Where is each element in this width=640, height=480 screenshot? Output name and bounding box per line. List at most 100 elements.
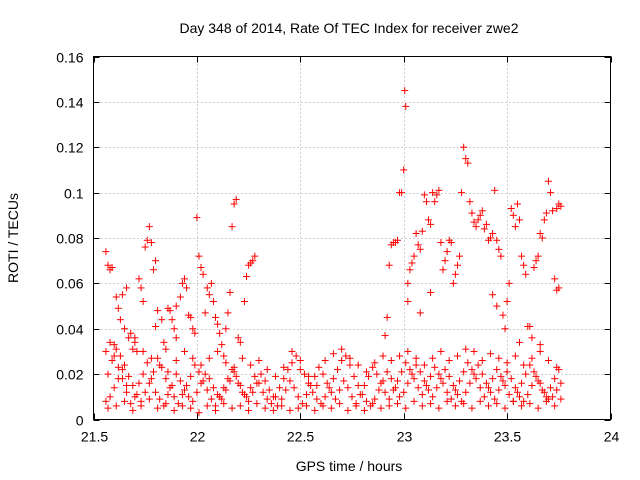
data-point <box>495 386 503 394</box>
data-point <box>520 361 528 369</box>
data-point <box>518 402 526 410</box>
data-point <box>528 381 536 389</box>
data-point <box>170 393 178 401</box>
data-point <box>319 402 327 410</box>
data-point <box>484 384 492 392</box>
data-point <box>431 363 439 371</box>
data-point <box>470 370 478 378</box>
data-point <box>247 361 255 369</box>
data-point <box>338 357 346 365</box>
data-point <box>172 302 180 310</box>
data-point <box>164 368 172 376</box>
data-point <box>487 234 495 242</box>
data-point <box>152 257 160 265</box>
data-point <box>511 352 519 360</box>
data-point <box>249 257 257 265</box>
data-point <box>362 368 370 376</box>
data-point <box>313 395 321 403</box>
data-point <box>443 248 451 256</box>
data-point <box>214 347 222 355</box>
data-point <box>298 400 306 408</box>
data-point <box>437 239 445 247</box>
data-point <box>327 388 335 396</box>
data-point <box>383 368 391 376</box>
data-point <box>396 393 404 401</box>
data-point <box>187 404 195 412</box>
data-point <box>247 384 255 392</box>
data-point <box>269 393 277 401</box>
data-point <box>499 377 507 385</box>
data-point <box>381 332 389 340</box>
data-point <box>139 347 147 355</box>
data-point <box>491 186 499 194</box>
data-point <box>538 386 546 394</box>
data-point <box>261 404 269 412</box>
data-point <box>127 329 135 337</box>
data-point <box>334 366 342 374</box>
data-point <box>174 400 182 408</box>
data-point <box>356 391 364 399</box>
data-point <box>425 216 433 224</box>
data-point <box>470 347 478 355</box>
data-point <box>439 266 447 274</box>
data-point <box>373 370 381 378</box>
data-point <box>286 406 294 414</box>
data-point <box>116 352 124 360</box>
data-point <box>534 252 542 260</box>
data-point <box>209 298 217 306</box>
data-point <box>154 404 162 412</box>
data-point <box>307 381 315 389</box>
data-point <box>383 313 391 321</box>
data-point <box>224 309 232 317</box>
data-point <box>476 384 484 392</box>
data-point <box>478 207 486 215</box>
data-point <box>311 372 319 380</box>
data-point <box>408 370 416 378</box>
data-point <box>205 375 213 383</box>
data-point <box>404 379 412 387</box>
data-point <box>377 404 385 412</box>
data-point <box>327 404 335 412</box>
y-tick-label: 0.16 <box>56 50 83 66</box>
data-point <box>379 352 387 360</box>
data-point <box>509 211 517 219</box>
data-point <box>309 388 317 396</box>
data-point <box>360 406 368 414</box>
data-point <box>263 395 271 403</box>
data-point <box>185 393 193 401</box>
data-point <box>344 384 352 392</box>
data-point <box>458 189 466 197</box>
data-point <box>230 200 238 208</box>
data-point <box>152 388 160 396</box>
data-point <box>400 388 408 396</box>
data-point <box>520 261 528 269</box>
data-point <box>408 259 416 267</box>
data-point <box>127 400 135 408</box>
data-point <box>205 291 213 299</box>
data-point <box>162 400 170 408</box>
data-point <box>265 386 273 394</box>
data-point <box>451 402 459 410</box>
data-point <box>420 377 428 385</box>
data-point <box>104 261 112 269</box>
data-point <box>220 352 228 360</box>
data-point <box>544 177 552 185</box>
data-point <box>240 298 248 306</box>
data-point <box>555 200 563 208</box>
x-tick-label: 23.5 <box>494 429 521 445</box>
data-point <box>352 402 360 410</box>
data-point <box>102 397 110 405</box>
data-point <box>404 347 412 355</box>
data-point <box>418 402 426 410</box>
data-point <box>453 391 461 399</box>
data-point <box>460 368 468 376</box>
data-point <box>276 384 284 392</box>
data-point <box>199 270 207 278</box>
data-point <box>460 400 468 408</box>
data-point <box>271 372 279 380</box>
data-point <box>195 409 203 417</box>
data-point <box>385 261 393 269</box>
data-point <box>245 397 253 405</box>
data-point <box>513 388 521 396</box>
